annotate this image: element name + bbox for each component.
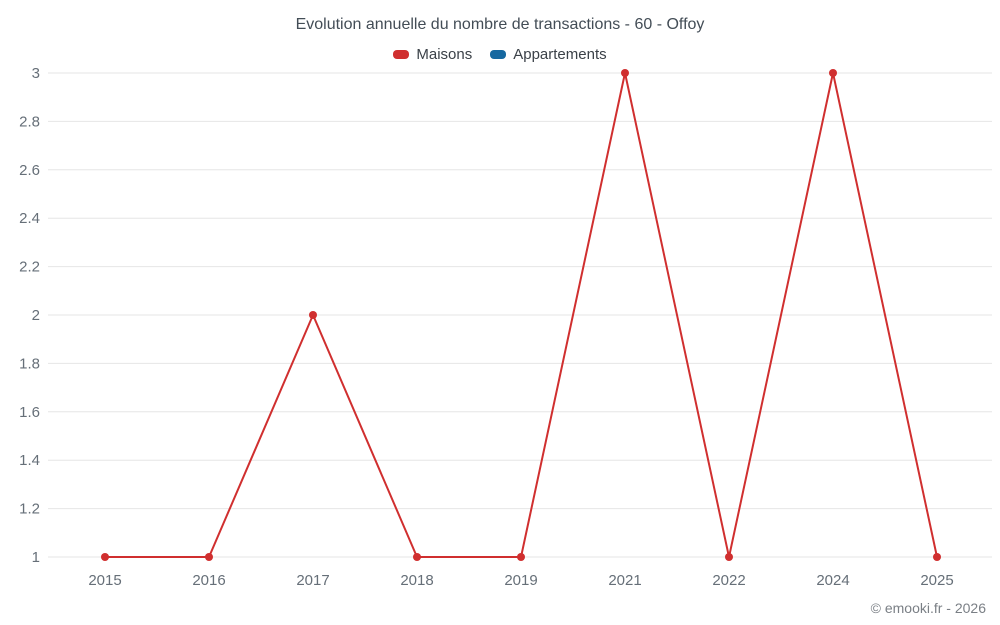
- maisons-point[interactable]: [205, 553, 213, 561]
- maisons-point[interactable]: [517, 553, 525, 561]
- chart-title: Evolution annuelle du nombre de transact…: [295, 16, 705, 33]
- x-axis-label: 2025: [920, 572, 953, 589]
- grid-lines: [48, 72, 992, 558]
- y-axis-label: 1.4: [19, 452, 40, 469]
- maisons-point[interactable]: [413, 553, 421, 561]
- copyright: © emooki.fr - 2026: [870, 600, 986, 616]
- legend-item-maisons[interactable]: Maisons: [393, 46, 472, 63]
- x-axis-label: 2017: [296, 572, 329, 589]
- y-axis-label: 1.6: [19, 404, 40, 421]
- y-axis-label: 1.2: [19, 501, 40, 518]
- y-axis-label: 3: [32, 65, 40, 82]
- maisons-point[interactable]: [309, 311, 317, 319]
- y-axis-label: 2.8: [19, 113, 40, 130]
- y-axis-label: 2.4: [19, 210, 40, 227]
- maisons-point[interactable]: [725, 553, 733, 561]
- y-axis-label: 2.6: [19, 162, 40, 179]
- x-axis-label: 2022: [712, 572, 745, 589]
- x-axis-label: 2019: [504, 572, 537, 589]
- x-axis-label: 2018: [400, 572, 433, 589]
- x-axis-label: 2021: [608, 572, 641, 589]
- x-axis-label: 2024: [816, 572, 849, 589]
- maisons-swatch-icon: [393, 50, 410, 59]
- appartements-swatch-icon: [490, 50, 507, 59]
- y-axis-label: 2: [32, 307, 40, 324]
- legend-item-appartements[interactable]: Appartements: [490, 46, 607, 63]
- legend-label-maisons: Maisons: [416, 46, 473, 63]
- x-axis-label: 2016: [192, 572, 225, 589]
- x-axis-labels: 2015 2016 2017 2018 2019 2021 2022 2024 2025: [88, 572, 953, 589]
- x-axis-label: 2015: [88, 572, 121, 589]
- maisons-point[interactable]: [933, 553, 941, 561]
- maisons-point[interactable]: [621, 69, 629, 77]
- y-axis-label: 1: [32, 549, 40, 566]
- maisons-point[interactable]: [829, 69, 837, 77]
- legend: Maisons Appartements: [0, 46, 1000, 63]
- legend-label-appartements: Appartements: [513, 46, 607, 63]
- y-axis-label: 1.8: [19, 355, 40, 372]
- y-axis-label: 2.2: [19, 259, 40, 276]
- maisons-point[interactable]: [101, 553, 109, 561]
- y-axis-labels: 1 1.2 1.4 1.6 1.8 2 2.2 2.4 2.6 2.8 3: [19, 65, 40, 566]
